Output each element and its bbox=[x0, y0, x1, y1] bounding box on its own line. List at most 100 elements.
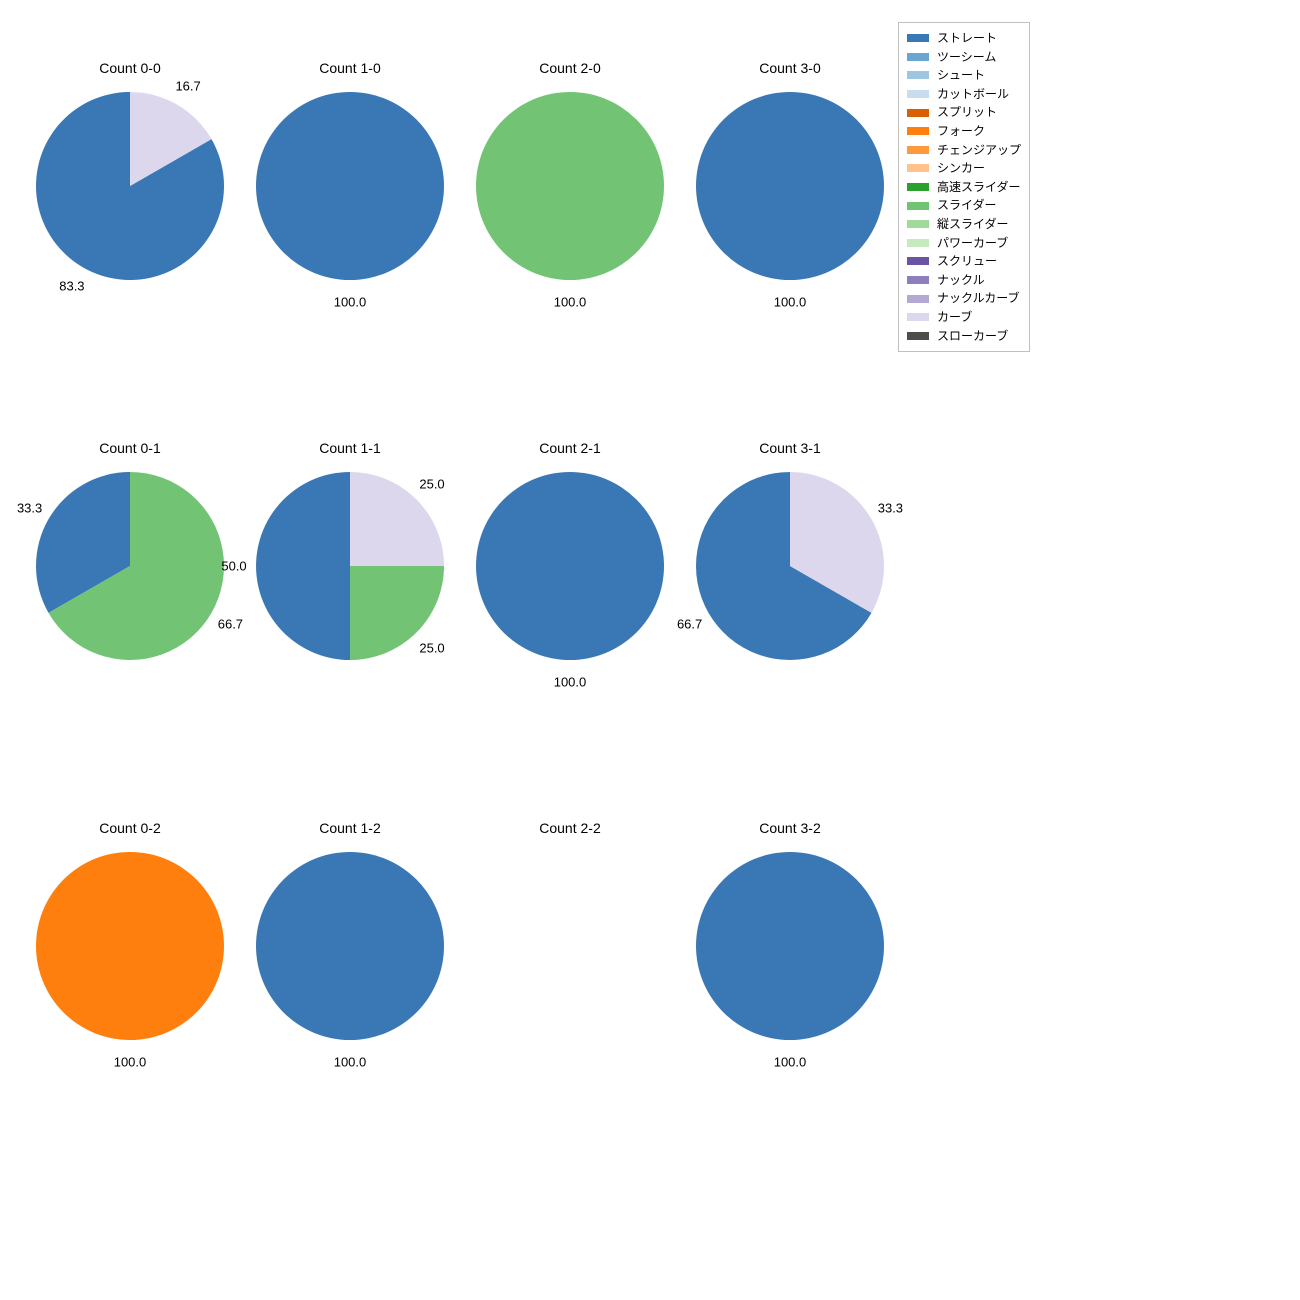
panel-title: Count 2-0 bbox=[460, 60, 680, 76]
pie-slice bbox=[696, 852, 884, 1040]
legend-swatch bbox=[907, 332, 929, 340]
legend-label: 高速スライダー bbox=[937, 178, 1021, 197]
legend-label: ストレート bbox=[937, 29, 997, 48]
slice-value-label: 100.0 bbox=[554, 675, 587, 690]
panel-title: Count 1-0 bbox=[240, 60, 460, 76]
legend-item: カーブ bbox=[907, 308, 1021, 327]
pie-chart bbox=[34, 850, 226, 1042]
legend-label: チェンジアップ bbox=[937, 141, 1021, 160]
pie-slice bbox=[256, 92, 444, 280]
slice-value-label: 100.0 bbox=[334, 1055, 367, 1070]
legend-item: 縦スライダー bbox=[907, 215, 1021, 234]
legend-item: スプリット bbox=[907, 103, 1021, 122]
legend-swatch bbox=[907, 53, 929, 61]
pie-panel: Count 2-1100.0 bbox=[460, 440, 680, 700]
pie-chart bbox=[694, 850, 886, 1042]
legend-label: スクリュー bbox=[937, 252, 997, 271]
slice-value-label: 100.0 bbox=[774, 1055, 807, 1070]
pie-panel: Count 2-0 100.0 bbox=[460, 60, 680, 320]
legend-item: カットボール bbox=[907, 85, 1021, 104]
panel-title: Count 3-2 bbox=[680, 820, 900, 836]
legend-swatch bbox=[907, 295, 929, 303]
legend-swatch bbox=[907, 109, 929, 117]
legend-swatch bbox=[907, 257, 929, 265]
legend-item: スクリュー bbox=[907, 252, 1021, 271]
pie-panel: Count 1-2 100.0 bbox=[240, 820, 460, 1080]
pie-panel: Count 1-0 100.0 bbox=[240, 60, 460, 320]
pie-panel: Count 1-150.025.025.0 bbox=[240, 440, 460, 700]
slice-value-label: 50.0 bbox=[221, 559, 246, 574]
slice-value-label: 100.0 bbox=[774, 295, 807, 310]
legend-swatch bbox=[907, 183, 929, 191]
legend-swatch bbox=[907, 90, 929, 98]
pie-slice bbox=[256, 852, 444, 1040]
legend-swatch bbox=[907, 220, 929, 228]
pie-chart bbox=[34, 90, 226, 282]
panel-title: Count 1-2 bbox=[240, 820, 460, 836]
legend-label: カットボール bbox=[937, 85, 1009, 104]
legend-swatch bbox=[907, 276, 929, 284]
panel-title: Count 3-0 bbox=[680, 60, 900, 76]
legend-label: カーブ bbox=[937, 308, 972, 327]
legend-label: パワーカーブ bbox=[937, 234, 1008, 253]
legend-label: シンカー bbox=[937, 159, 985, 178]
legend-swatch bbox=[907, 239, 929, 247]
legend-label: 縦スライダー bbox=[937, 215, 1009, 234]
panel-title: Count 0-0 bbox=[20, 60, 240, 76]
legend-item: ナックルカーブ bbox=[907, 289, 1021, 308]
slice-value-label: 100.0 bbox=[334, 295, 367, 310]
legend-item: スローカーブ bbox=[907, 327, 1021, 346]
legend-item: パワーカーブ bbox=[907, 234, 1021, 253]
pie-slice bbox=[350, 566, 444, 660]
legend-swatch bbox=[907, 164, 929, 172]
pie-panel: Count 3-166.733.3 bbox=[680, 440, 900, 700]
pie-panel: Count 3-0 100.0 bbox=[680, 60, 900, 320]
legend-item: シュート bbox=[907, 66, 1021, 85]
legend-swatch bbox=[907, 127, 929, 135]
pie-chart bbox=[254, 90, 446, 282]
legend-label: シュート bbox=[937, 66, 985, 85]
pie-slice bbox=[696, 92, 884, 280]
panel-title: Count 3-1 bbox=[680, 440, 900, 456]
panel-title: Count 0-1 bbox=[20, 440, 240, 456]
pie-chart bbox=[694, 90, 886, 282]
pie-chart bbox=[474, 90, 666, 282]
pie-panel: Count 0-133.366.7 bbox=[20, 440, 240, 700]
legend-label: スライダー bbox=[937, 196, 997, 215]
legend-item: 高速スライダー bbox=[907, 178, 1021, 197]
legend-label: ツーシーム bbox=[937, 48, 996, 67]
legend-swatch bbox=[907, 34, 929, 42]
legend-swatch bbox=[907, 146, 929, 154]
legend-item: ツーシーム bbox=[907, 48, 1021, 67]
pie-chart bbox=[254, 850, 446, 1042]
legend-swatch bbox=[907, 71, 929, 79]
pie-slice bbox=[256, 472, 350, 660]
panel-title: Count 2-2 bbox=[460, 820, 680, 836]
slice-value-label: 100.0 bbox=[114, 1055, 147, 1070]
legend-label: スプリット bbox=[937, 103, 997, 122]
pie-panel: Count 2-2 bbox=[460, 820, 680, 1080]
pie-panel: Count 3-2 100.0 bbox=[680, 820, 900, 1080]
pie-slice bbox=[36, 852, 224, 1040]
pie-chart bbox=[34, 470, 226, 662]
legend-item: シンカー bbox=[907, 159, 1021, 178]
legend-swatch bbox=[907, 202, 929, 210]
pie-slice bbox=[350, 472, 444, 566]
legend-item: フォーク bbox=[907, 122, 1021, 141]
panel-title: Count 0-2 bbox=[20, 820, 240, 836]
legend-item: ストレート bbox=[907, 29, 1021, 48]
slice-value-label: 100.0 bbox=[554, 295, 587, 310]
legend-item: ナックル bbox=[907, 271, 1021, 290]
legend-label: ナックルカーブ bbox=[937, 289, 1020, 308]
pie-chart bbox=[474, 470, 666, 662]
pie-chart bbox=[474, 850, 666, 1042]
legend-item: チェンジアップ bbox=[907, 141, 1021, 160]
legend-label: ナックル bbox=[937, 271, 985, 290]
panel-title: Count 1-1 bbox=[240, 440, 460, 456]
legend-label: スローカーブ bbox=[937, 327, 1008, 346]
legend-swatch bbox=[907, 313, 929, 321]
legend: ストレートツーシームシュートカットボールスプリットフォークチェンジアップシンカー… bbox=[898, 22, 1030, 352]
pie-panel: Count 0-2 100.0 bbox=[20, 820, 240, 1080]
pie-slice bbox=[476, 92, 664, 280]
pie-panel: Count 0-083.316.7 bbox=[20, 60, 240, 320]
